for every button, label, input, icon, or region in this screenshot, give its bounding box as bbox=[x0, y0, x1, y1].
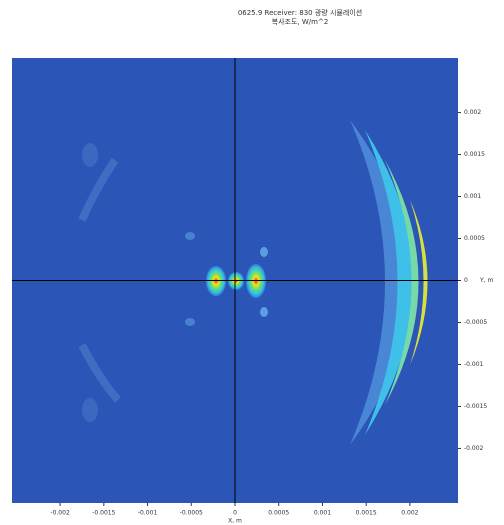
x-axis-label: X, m bbox=[228, 518, 242, 525]
y-tick-label: 0.002 bbox=[464, 109, 481, 116]
x-tick-label: 0.0015 bbox=[356, 510, 377, 517]
y-tick-label: 0.0015 bbox=[464, 151, 485, 158]
crescent-core bbox=[410, 200, 428, 365]
faint-spot bbox=[260, 247, 268, 257]
crescent-inner bbox=[385, 160, 419, 405]
y-tick-label: -0.0005 bbox=[464, 319, 487, 326]
y-tick-label: -0.001 bbox=[464, 361, 484, 368]
faint-spot bbox=[260, 307, 268, 317]
y-tick-label: -0.002 bbox=[464, 445, 484, 452]
chart-title: 0625.9 Receiver: 830 광량 시뮬레이션 bbox=[238, 8, 362, 17]
x-tick-label: -0.002 bbox=[50, 510, 70, 517]
y-tick-label: 0.0005 bbox=[464, 235, 485, 242]
x-tick-label: -0.0005 bbox=[180, 510, 203, 517]
x-tick-label: -0.001 bbox=[138, 510, 158, 517]
y-tick-label: 0.001 bbox=[464, 193, 481, 200]
faint-streak bbox=[78, 343, 121, 403]
y-tick-label: -0.0015 bbox=[464, 403, 487, 410]
x-tick-label: 0.0005 bbox=[268, 510, 289, 517]
x-tick-label: 0.001 bbox=[314, 510, 331, 517]
x-tick-label: 0.002 bbox=[401, 510, 418, 517]
faint-spot bbox=[185, 232, 195, 240]
x-tick-label: -0.0015 bbox=[92, 510, 115, 517]
faint-spot bbox=[82, 398, 98, 422]
field bbox=[78, 120, 428, 445]
x-tick-label: 0 bbox=[233, 510, 237, 517]
faint-spot bbox=[82, 143, 98, 167]
chart-subtitle: 복사조도, W/m^2 bbox=[272, 17, 329, 26]
faint-spot bbox=[185, 318, 195, 326]
faint-streak bbox=[78, 157, 119, 222]
y-axis-label: Y, m bbox=[479, 277, 493, 284]
y-tick-label: 0 bbox=[464, 277, 468, 284]
